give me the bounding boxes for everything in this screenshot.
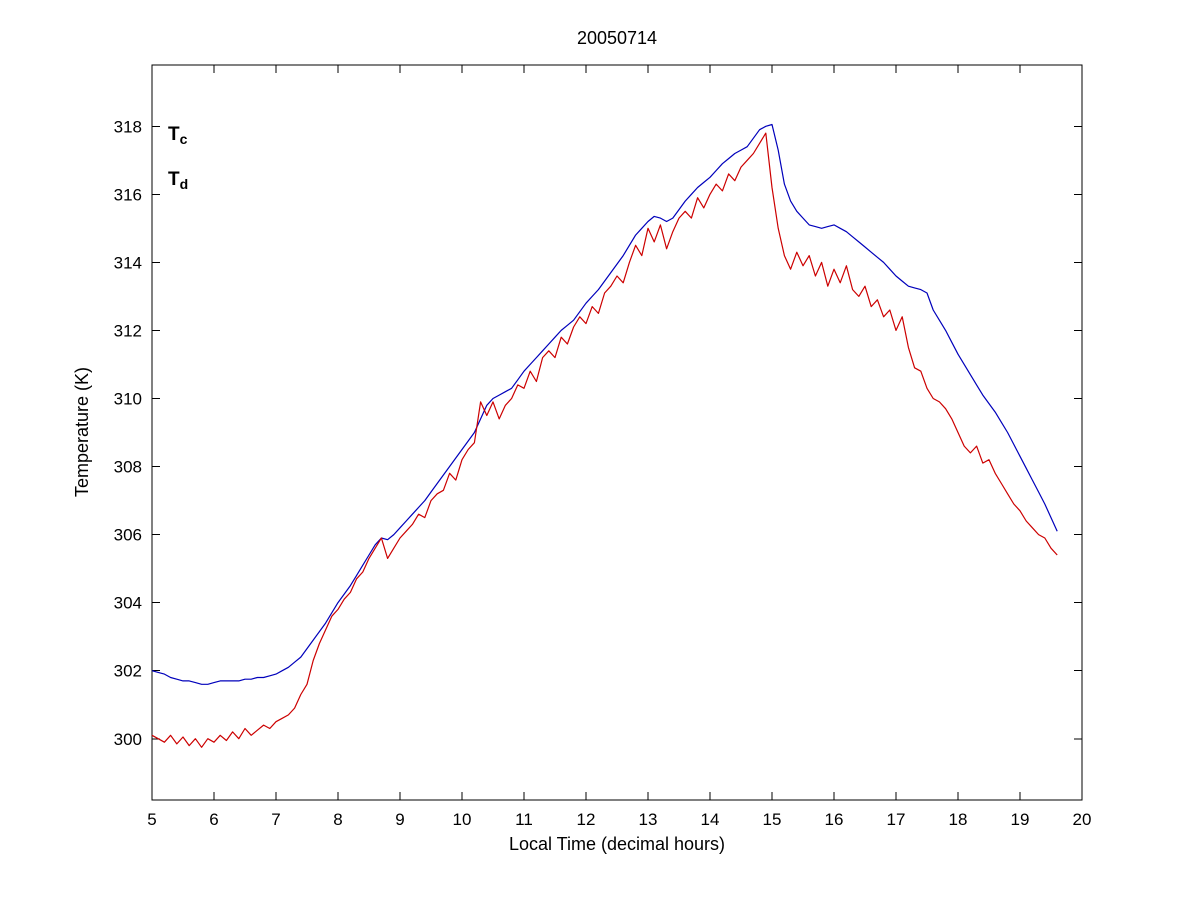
- x-tick-label: 19: [1011, 810, 1030, 829]
- x-tick-label: 12: [577, 810, 596, 829]
- x-tick-label: 7: [271, 810, 280, 829]
- x-tick-label: 18: [949, 810, 968, 829]
- legend-td-label: T: [168, 169, 180, 190]
- y-tick-label: 316: [114, 185, 142, 204]
- y-tick-label: 314: [114, 253, 142, 272]
- legend-entry-tc: Tc: [168, 124, 188, 147]
- axes-box: [151, 64, 1083, 801]
- legend-tc-subscript: c: [180, 131, 188, 147]
- y-tick-label: 310: [114, 389, 142, 408]
- chart-title: 20050714: [577, 28, 657, 48]
- y-tick-label: 308: [114, 458, 142, 477]
- y-tick-label: 312: [114, 321, 142, 340]
- legend-tc-label: T: [168, 124, 180, 145]
- x-tick-label: 5: [147, 810, 156, 829]
- y-tick-label: 300: [114, 730, 142, 749]
- x-tick-label: 10: [453, 810, 472, 829]
- y-tick-label: 306: [114, 526, 142, 545]
- series-layer: [151, 123, 1058, 748]
- x-tick-label: 15: [763, 810, 782, 829]
- x-tick-label: 20: [1073, 810, 1092, 829]
- axes-layer: 5 6 7 8 9 10 11 12 13 14 15 16 17 18 19 20 300 302 304 306 3…: [114, 64, 1092, 829]
- series-line-tc: [151, 123, 1058, 685]
- x-tick-label: 14: [701, 810, 720, 829]
- series-line-td: [151, 132, 1058, 748]
- x-tick-label: 17: [887, 810, 906, 829]
- legend-td-subscript: d: [180, 176, 189, 192]
- x-tick-label: 9: [395, 810, 404, 829]
- x-tick-label: 6: [209, 810, 218, 829]
- x-tick-label: 16: [825, 810, 844, 829]
- y-tick-label: 302: [114, 662, 142, 681]
- x-axis-label: Local Time (decimal hours): [509, 834, 725, 854]
- y-axis-label: Temperature (K): [72, 367, 92, 497]
- y-tick-label: 304: [114, 594, 142, 613]
- x-tick-label: 8: [333, 810, 342, 829]
- y-tick-label: 318: [114, 117, 142, 136]
- x-tick-label: 11: [515, 810, 533, 829]
- x-tick-label: 13: [639, 810, 658, 829]
- legend-entry-td: Td: [168, 169, 188, 192]
